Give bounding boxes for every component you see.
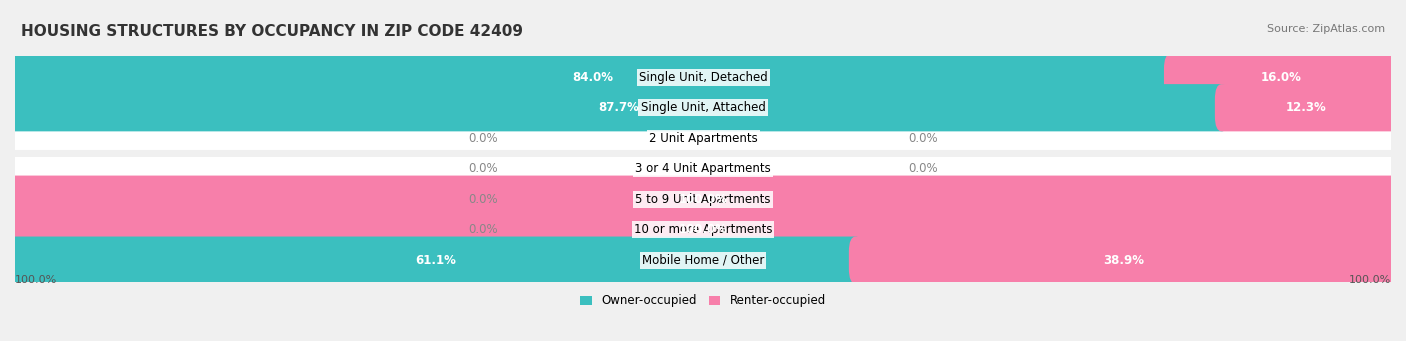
FancyBboxPatch shape [8,237,863,284]
Text: 100.0%: 100.0% [15,275,58,285]
FancyBboxPatch shape [849,237,1398,284]
Text: 0.0%: 0.0% [468,223,498,236]
Text: 100.0%: 100.0% [679,193,727,206]
Legend: Owner-occupied, Renter-occupied: Owner-occupied, Renter-occupied [579,294,827,307]
FancyBboxPatch shape [15,188,1391,211]
Text: HOUSING STRUCTURES BY OCCUPANCY IN ZIP CODE 42409: HOUSING STRUCTURES BY OCCUPANCY IN ZIP C… [21,24,523,39]
Text: Mobile Home / Other: Mobile Home / Other [641,254,765,267]
FancyBboxPatch shape [15,96,1391,119]
FancyBboxPatch shape [15,127,1391,150]
Text: 5 to 9 Unit Apartments: 5 to 9 Unit Apartments [636,193,770,206]
FancyBboxPatch shape [1215,84,1398,131]
Text: 2 Unit Apartments: 2 Unit Apartments [648,132,758,145]
Text: 16.0%: 16.0% [1261,71,1302,84]
FancyBboxPatch shape [15,218,1391,241]
FancyBboxPatch shape [15,65,1391,89]
FancyBboxPatch shape [8,206,1398,253]
FancyBboxPatch shape [8,84,1229,131]
Text: 0.0%: 0.0% [468,132,498,145]
Text: 84.0%: 84.0% [572,71,613,84]
Text: 0.0%: 0.0% [908,162,938,175]
Text: Single Unit, Detached: Single Unit, Detached [638,71,768,84]
Text: 10 or more Apartments: 10 or more Apartments [634,223,772,236]
Text: 0.0%: 0.0% [468,162,498,175]
FancyBboxPatch shape [15,157,1391,180]
Text: 38.9%: 38.9% [1102,254,1144,267]
Text: 12.3%: 12.3% [1286,101,1327,114]
FancyBboxPatch shape [15,249,1391,272]
Text: 61.1%: 61.1% [415,254,456,267]
Text: 0.0%: 0.0% [908,132,938,145]
Text: 87.7%: 87.7% [598,101,638,114]
FancyBboxPatch shape [8,176,1398,223]
Text: Single Unit, Attached: Single Unit, Attached [641,101,765,114]
Text: 100.0%: 100.0% [679,223,727,236]
FancyBboxPatch shape [8,54,1178,101]
Text: Source: ZipAtlas.com: Source: ZipAtlas.com [1267,24,1385,34]
Text: 0.0%: 0.0% [468,193,498,206]
FancyBboxPatch shape [1164,54,1398,101]
Text: 3 or 4 Unit Apartments: 3 or 4 Unit Apartments [636,162,770,175]
Text: 100.0%: 100.0% [1348,275,1391,285]
